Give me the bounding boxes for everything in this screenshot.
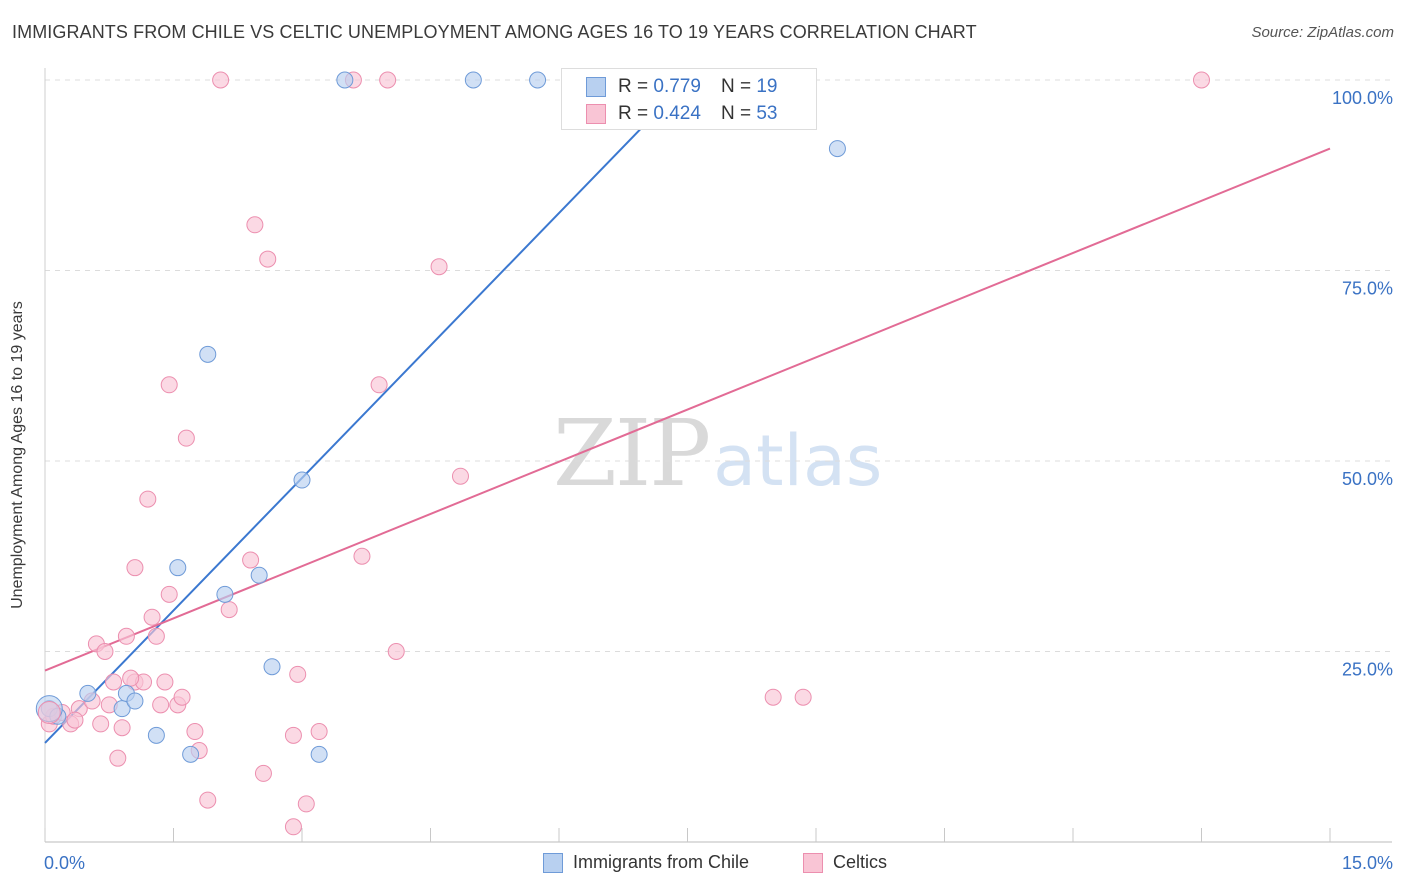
point-chile [293,471,311,489]
point-celtics [109,749,127,767]
point-celtics [310,723,328,741]
r-label: R = [618,103,649,124]
point-celtics [156,673,174,691]
stats-legend-row-celtics: R = 0.424 N = 53 [586,101,777,127]
point-celtics [1193,71,1210,89]
point-celtics [212,71,230,89]
n-value: 19 [756,76,778,97]
point-celtics [370,376,388,394]
point-celtics [66,711,84,729]
point-celtics [794,688,812,706]
legend-label-chile: Immigrants from Chile [573,852,750,872]
point-celtics [246,216,264,234]
point-celtics [764,688,782,706]
legend-swatch-celtics [803,852,823,873]
point-chile [199,345,217,363]
data-points [35,71,1210,836]
point-chile [828,140,846,158]
point-celtics [379,71,397,89]
stats-legend-row-chile: R = 0.779 N = 19 [586,74,777,100]
point-celtics [387,643,405,660]
point-chile [310,745,328,763]
trendline-chile [44,75,693,744]
point-celtics [177,429,195,447]
point-chile [250,566,268,584]
point-celtics [242,551,260,569]
n-label: N = [720,103,752,124]
point-celtics [284,726,302,744]
tick-labels: 25.0% 50.0% 75.0% 100.0% 0.0% 15.0% [44,88,1393,873]
point-celtics [152,696,170,714]
point-celtics [105,673,123,691]
point-chile [336,71,354,89]
point-celtics [160,376,178,394]
chart-title: IMMIGRANTS FROM CHILE VS CELTIC UNEMPLOY… [12,22,977,42]
point-celtics [220,601,238,619]
legend-label-celtics: Celtics [833,852,888,872]
legend-swatch-chile [543,852,563,873]
point-celtics [117,627,135,645]
legend-item-chile[interactable]: Immigrants from Chile [543,852,749,873]
point-celtics [143,608,161,626]
point-celtics [430,258,448,276]
trendlines [44,75,1331,744]
point-chile [464,71,482,89]
legend-swatch-celtics [586,104,606,124]
point-celtics [173,688,191,706]
bottom-legend: Immigrants from Chile Celtics [0,852,1406,878]
y-axis-label: Unemployment Among Ages 16 to 19 years [9,301,26,609]
point-celtics [451,467,469,485]
point-celtics [147,627,165,645]
point-celtics [126,559,144,577]
point-celtics [96,643,114,660]
point-chile [529,71,547,89]
y-tick-label: 25.0% [1342,660,1393,680]
point-celtics [297,795,315,813]
point-celtics [289,665,307,683]
axes [44,68,1392,843]
point-celtics [284,818,302,836]
legend-swatch-chile [586,77,606,97]
y-tick-label: 100.0% [1332,88,1393,108]
x-tick-label: 15.0% [1342,853,1393,873]
point-celtics [353,547,371,565]
point-celtics [186,723,204,741]
y-tick-label: 75.0% [1342,279,1393,299]
point-celtics [259,250,277,268]
point-celtics-large [37,700,61,724]
chart-source: Source: ZipAtlas.com [1251,24,1394,41]
legend-item-celtics[interactable]: Celtics [803,852,887,873]
n-label: N = [720,76,752,97]
y-tick-label: 50.0% [1342,469,1393,489]
point-chile [79,684,97,702]
point-celtics [92,715,110,733]
x-tick-label: 0.0% [44,853,85,873]
point-celtics [122,669,140,687]
point-chile [147,726,165,744]
stats-legend: R = 0.779 N = 19 R = 0.424 N = 53 [561,68,817,130]
point-celtics [113,719,131,737]
point-celtics [199,791,217,809]
point-chile [182,745,200,763]
point-celtics [139,490,157,508]
point-chile [169,559,187,577]
r-value: 0.424 [653,103,701,124]
point-chile [126,692,144,710]
n-value: 53 [756,103,778,124]
point-celtics [254,764,272,782]
point-celtics [160,585,178,603]
point-chile [216,585,234,603]
trendline-celtics [44,147,1331,672]
point-chile [263,658,281,676]
r-label: R = [618,76,649,97]
r-value: 0.779 [653,76,701,97]
